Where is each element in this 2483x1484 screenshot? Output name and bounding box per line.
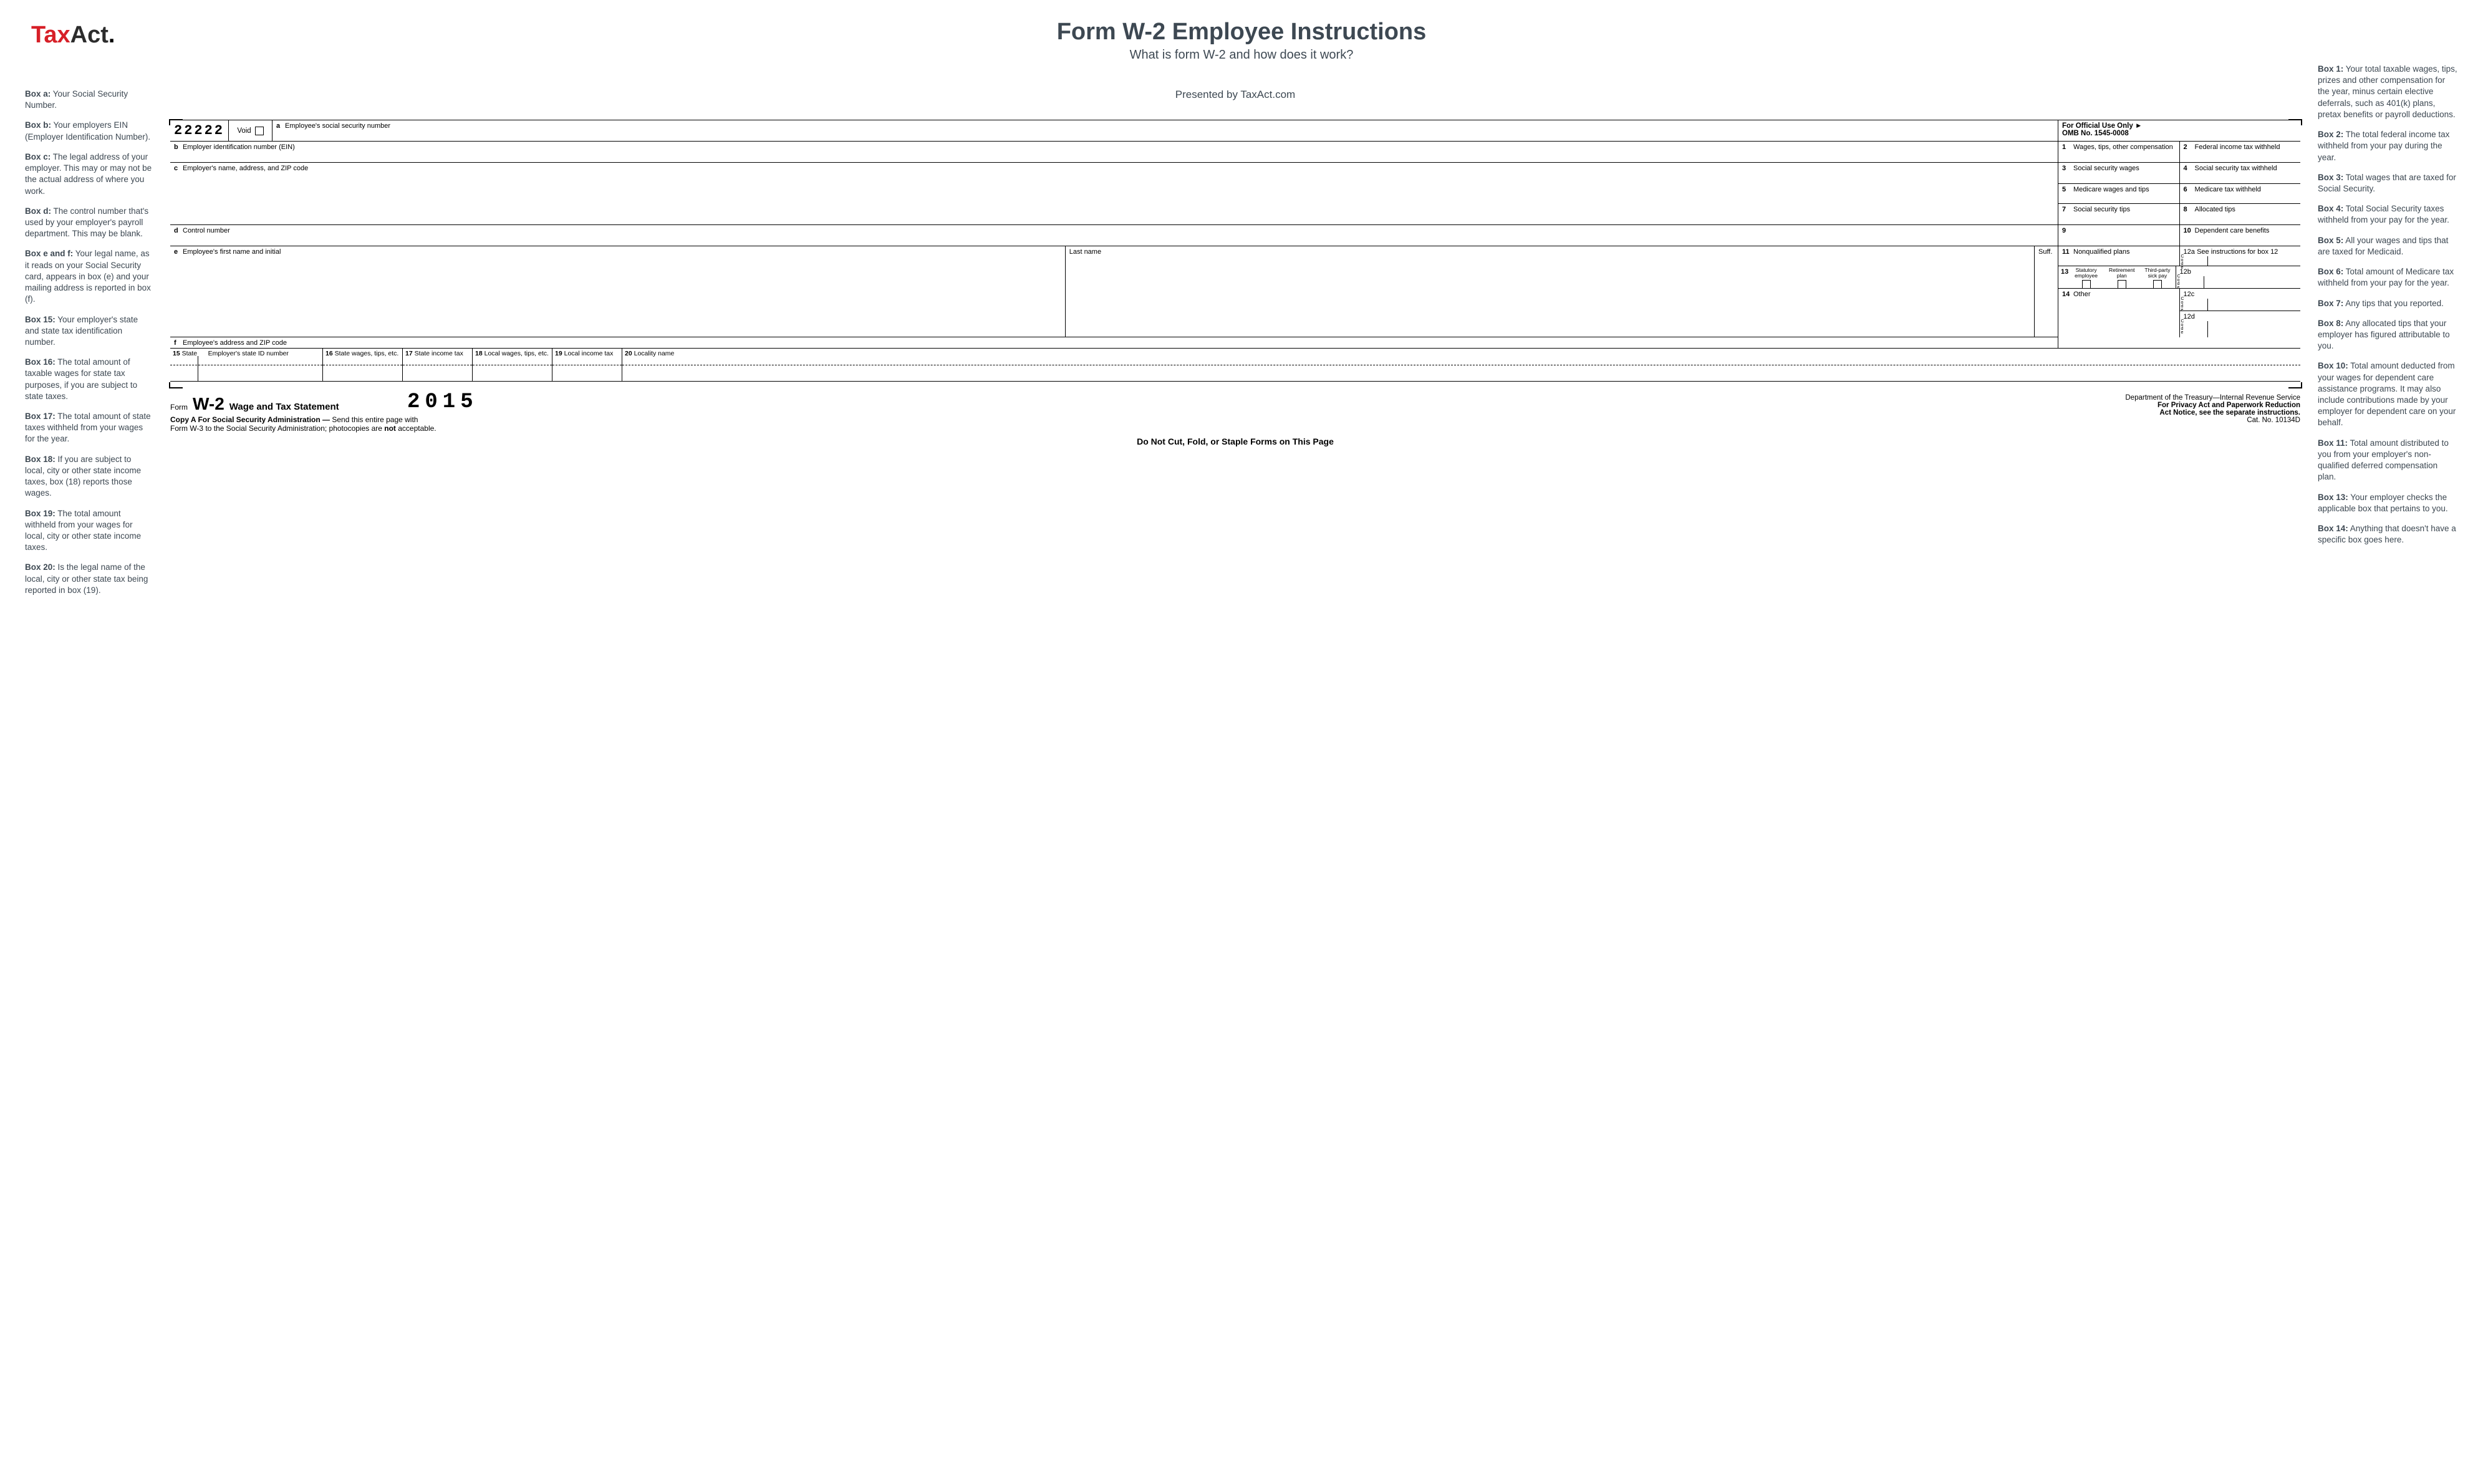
box-18: 18 Local wages, tips, etc. xyxy=(473,349,552,382)
logo-act: Act xyxy=(70,22,108,48)
desc-item: Box 17: The total amount of state taxes … xyxy=(25,411,153,445)
box-4: 4Social security tax withheld xyxy=(2179,163,2301,184)
box-16: 16 State wages, tips, etc. xyxy=(323,349,403,382)
box-11: 11Nonqualified plans xyxy=(2058,246,2179,266)
desc-item: Box e and f: Your legal name, as it read… xyxy=(25,248,153,305)
box-20: 20 Locality name xyxy=(622,349,2300,382)
box-19: 19 Local income tax xyxy=(552,349,622,382)
desc-item: Box 19: The total amount withheld from y… xyxy=(25,508,153,554)
box-14: 14Other xyxy=(2058,289,2179,311)
code-22222: 22222 xyxy=(170,120,228,142)
box-d: dControl number xyxy=(170,225,2058,246)
box-12d: 12dCode xyxy=(2179,311,2301,337)
desc-item: Box a: Your Social Security Number. xyxy=(25,89,153,111)
box-10: 10Dependent care benefits xyxy=(2179,225,2301,246)
desc-item: Box 4: Total Social Security taxes withh… xyxy=(2318,203,2458,226)
taxact-logo: TaxAct. xyxy=(31,22,115,49)
left-descriptions: Box a: Your Social Security Number. Box b… xyxy=(25,89,153,605)
box-13: 13 Statutory employee Retirement plan Th… xyxy=(2058,266,2176,289)
desc-item: Box 5: All your wages and tips that are … xyxy=(2318,235,2458,258)
right-descriptions: Box 1: Your total taxable wages, tips, p… xyxy=(2318,64,2458,605)
box-2: 2Federal income tax withheld xyxy=(2179,142,2301,163)
box-12a: 12a See instructions for box 12Code xyxy=(2179,246,2301,266)
desc-item: Box d: The control number that's used by… xyxy=(25,206,153,240)
page-subtitle: What is form W-2 and how does it work? xyxy=(25,48,2458,62)
box-1: 1Wages, tips, other compensation xyxy=(2058,142,2179,163)
desc-item: Box c: The legal address of your employe… xyxy=(25,152,153,197)
desc-item: Box 18: If you are subject to local, cit… xyxy=(25,454,153,499)
box-5: 5Medicare wages and tips xyxy=(2058,184,2179,204)
desc-item: Box 11: Total amount distributed to you … xyxy=(2318,438,2458,483)
w2-footer: Form W-2 Wage and Tax Statement 2015 Dep… xyxy=(170,394,2300,446)
desc-item: Box 13: Your employer checks the applica… xyxy=(2318,492,2458,514)
void-box: Void xyxy=(228,120,272,142)
desc-item: Box 6: Total amount of Medicare tax with… xyxy=(2318,266,2458,289)
box-6: 6Medicare tax withheld xyxy=(2179,184,2301,204)
box-e-firstname: eEmployee's first name and initial xyxy=(170,246,1065,337)
desc-item: Box 15: Your employer's state and state … xyxy=(25,314,153,349)
desc-item: Box 3: Total wages that are taxed for So… xyxy=(2318,172,2458,195)
desc-item: Box 14: Anything that doesn't have a spe… xyxy=(2318,523,2458,546)
desc-item: Box 2: The total federal income tax with… xyxy=(2318,129,2458,163)
box-e-lastname: Last name xyxy=(1065,246,2034,337)
desc-item: Box b: Your employers EIN (Employer Iden… xyxy=(25,120,153,142)
box-15: 15 State Employer's state ID number xyxy=(170,349,323,382)
box-8: 8Allocated tips xyxy=(2179,204,2301,225)
box-3: 3Social security wages xyxy=(2058,163,2179,184)
box-b: bEmployer identification number (EIN) xyxy=(170,142,2058,163)
w2-form: 22222 Void aEmployee's social security n… xyxy=(170,120,2300,446)
box-12b: 12bCode xyxy=(2176,266,2301,289)
desc-item: Box 16: The total amount of taxable wage… xyxy=(25,357,153,402)
do-not-cut: Do Not Cut, Fold, or Staple Forms on Thi… xyxy=(170,436,2300,446)
presented-by: Presented by TaxAct.com xyxy=(170,89,2300,101)
desc-item: Box 10: Total amount deducted from your … xyxy=(2318,360,2458,428)
box-f: fEmployee's address and ZIP code xyxy=(170,337,2058,348)
box-e-suffix: Suff. xyxy=(2034,246,2058,337)
box-c: cEmployer's name, address, and ZIP code xyxy=(170,163,2058,225)
box-9: 9 xyxy=(2058,225,2179,246)
box-7: 7Social security tips xyxy=(2058,204,2179,225)
form-year: 2015 xyxy=(407,390,478,414)
state-local-row: 15 State Employer's state ID number 16 S… xyxy=(170,348,2300,382)
desc-item: Box 20: Is the legal name of the local, … xyxy=(25,562,153,596)
desc-item: Box 8: Any allocated tips that your empl… xyxy=(2318,318,2458,352)
page-title: Form W-2 Employee Instructions xyxy=(25,19,2458,46)
box-a: aEmployee's social security number xyxy=(272,120,2058,142)
logo-period: . xyxy=(108,22,115,48)
box-12c: 12cCode xyxy=(2179,289,2301,311)
box-14-cont xyxy=(2058,311,2179,337)
logo-tax: Tax xyxy=(31,22,70,48)
desc-item: Box 7: Any tips that you reported. xyxy=(2318,298,2458,309)
desc-item: Box 1: Your total taxable wages, tips, p… xyxy=(2318,64,2458,120)
official-use: For Official Use Only ►OMB No. 1545-0008 xyxy=(2058,120,2300,142)
box-17: 17 State income tax xyxy=(403,349,473,382)
